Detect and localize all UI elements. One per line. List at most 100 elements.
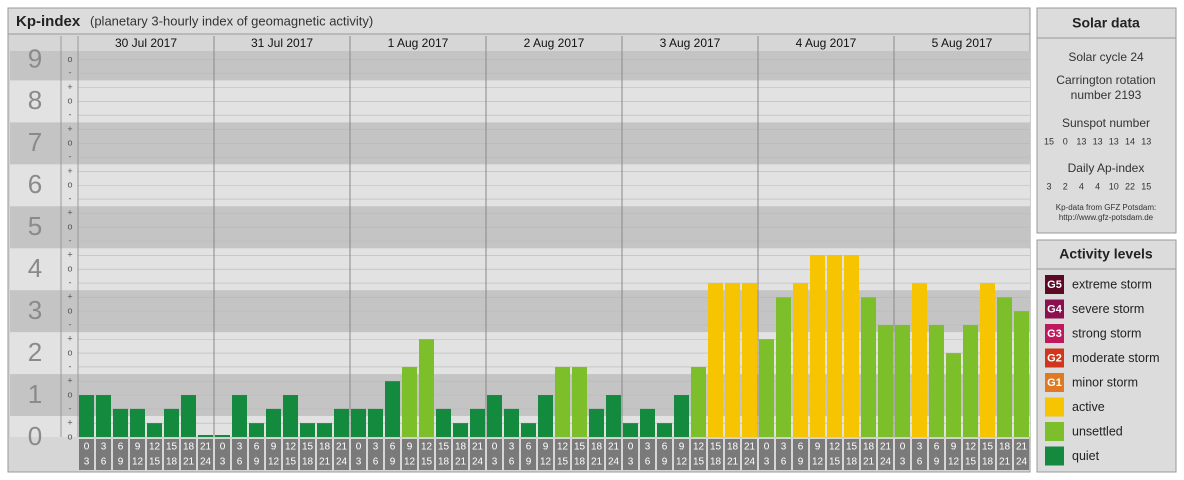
hour-box <box>674 439 689 470</box>
hour-end: 18 <box>982 457 994 468</box>
legend-label: unsettled <box>1072 424 1123 438</box>
hour-start: 21 <box>200 442 212 453</box>
hour-end: 24 <box>200 457 212 468</box>
hour-box <box>946 439 961 470</box>
solar-text: Activity levels <box>1059 246 1153 262</box>
bar <box>538 395 553 437</box>
solar-text: Carrington rotation <box>1056 73 1155 87</box>
hour-box <box>810 439 825 470</box>
legend-swatch <box>1045 299 1064 319</box>
hour-box <box>521 439 536 470</box>
legend-label: extreme storm <box>1072 277 1152 291</box>
hour-start: 6 <box>662 442 668 453</box>
band <box>10 416 1030 437</box>
hour-start: 0 <box>628 442 634 453</box>
legend-code: G2 <box>1047 352 1062 364</box>
bar <box>113 408 128 437</box>
hour-start: 3 <box>645 442 651 453</box>
bar <box>844 255 859 437</box>
bar <box>793 283 808 437</box>
hour-end: 24 <box>744 457 756 468</box>
bar <box>504 408 519 437</box>
day-label: 5 Aug 2017 <box>932 36 993 50</box>
hour-end: 21 <box>183 457 195 468</box>
minor-tick-label: - <box>69 235 72 245</box>
bar <box>300 423 315 437</box>
hour-start: 21 <box>744 442 756 453</box>
bar <box>181 395 196 437</box>
hour-end: 3 <box>220 457 226 468</box>
hour-box <box>776 439 791 470</box>
bar <box>215 435 230 437</box>
minor-tick-label: - <box>69 319 72 329</box>
sunspot-value: 13 <box>1093 136 1103 146</box>
solar-text: Solar cycle 24 <box>1068 50 1144 64</box>
hour-start: 21 <box>336 442 348 453</box>
hour-start: 3 <box>509 442 515 453</box>
y-tick-label: 1 <box>28 379 42 409</box>
hour-start: 6 <box>526 442 532 453</box>
minor-tick-label: + <box>67 124 72 134</box>
hour-end: 12 <box>812 457 824 468</box>
hour-end: 15 <box>557 457 569 468</box>
hour-box <box>844 439 859 470</box>
y-tick-label: 3 <box>28 295 42 325</box>
y-tick-label: 0 <box>28 421 42 451</box>
hour-end: 3 <box>356 457 362 468</box>
sunspot-value: 13 <box>1141 136 1151 146</box>
legend-swatch <box>1045 348 1064 368</box>
hour-start: 18 <box>999 442 1011 453</box>
hour-end: 3 <box>84 457 90 468</box>
bar <box>266 408 281 437</box>
hour-box <box>351 439 366 470</box>
ap-value: 22 <box>1125 181 1135 191</box>
hour-end: 3 <box>764 457 770 468</box>
hour-start: 15 <box>982 442 994 453</box>
hour-box <box>368 439 383 470</box>
minor-tick-label: o <box>67 431 72 441</box>
bar <box>130 408 145 437</box>
sunspot-value: 13 <box>1076 136 1086 146</box>
hour-box <box>504 439 519 470</box>
hour-start: 12 <box>829 442 841 453</box>
hour-start: 18 <box>183 442 195 453</box>
hour-box <box>895 439 910 470</box>
bar <box>249 423 264 437</box>
bar <box>708 283 723 437</box>
solar-text: Solar data <box>1072 15 1140 31</box>
solar-text: Sunspot number <box>1062 116 1150 130</box>
bar <box>946 353 961 437</box>
chart-subtitle: (planetary 3-hourly index of geomagnetic… <box>90 13 373 28</box>
hour-start: 21 <box>880 442 892 453</box>
hour-start: 12 <box>557 442 569 453</box>
hour-end: 21 <box>999 457 1011 468</box>
bar <box>470 408 485 437</box>
y-tick-label: 9 <box>28 43 42 73</box>
hour-box <box>1014 439 1029 470</box>
hour-start: 9 <box>407 442 413 453</box>
hour-start: 21 <box>472 442 484 453</box>
bar <box>657 423 672 437</box>
hour-end: 9 <box>118 457 124 468</box>
hour-end: 15 <box>285 457 297 468</box>
hour-box <box>708 439 723 470</box>
day-label: 3 Aug 2017 <box>660 36 721 50</box>
bar <box>368 408 383 437</box>
minor-tick-label: o <box>67 96 72 106</box>
hour-box <box>538 439 553 470</box>
legend-swatch <box>1045 422 1064 441</box>
minor-tick-label: - <box>69 68 72 78</box>
ap-value: 15 <box>1141 181 1151 191</box>
hour-box <box>283 439 298 470</box>
bar <box>79 395 94 437</box>
sunspot-value: 13 <box>1109 136 1119 146</box>
hour-start: 3 <box>917 442 923 453</box>
hour-end: 24 <box>336 457 348 468</box>
bar <box>606 395 621 437</box>
hour-end: 21 <box>591 457 603 468</box>
hour-end: 15 <box>829 457 841 468</box>
bar <box>742 283 757 437</box>
hour-end: 6 <box>781 457 787 468</box>
day-label: 1 Aug 2017 <box>388 36 449 50</box>
hour-start: 15 <box>166 442 178 453</box>
